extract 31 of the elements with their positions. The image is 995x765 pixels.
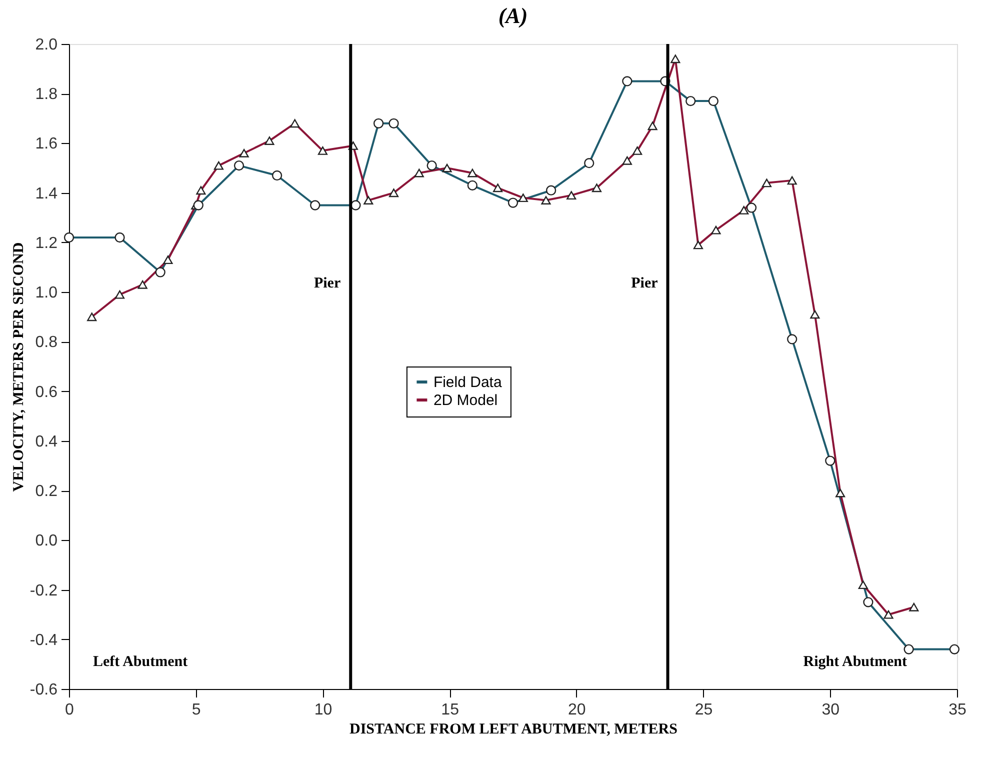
- x-tick-label: 25: [694, 702, 713, 718]
- y-tick-label: 1.2: [35, 234, 58, 252]
- x-tick-label: 15: [441, 702, 460, 718]
- y-tick-label: 2.0: [35, 36, 58, 54]
- y-tick-label: 1.6: [35, 136, 58, 153]
- y-tick-label: 0.2: [35, 483, 58, 500]
- legend-label: Field Data: [433, 374, 502, 391]
- x-axis-title: DISTANCE FROM LEFT ABUTMENT, METERS: [350, 722, 678, 738]
- x-tick-label: 10: [314, 702, 332, 718]
- y-tick-label: 0.4: [35, 433, 58, 450]
- x-tick-label: 35: [948, 702, 966, 718]
- y-tick-label: -0.4: [30, 632, 58, 649]
- x-tick-label: 20: [568, 702, 586, 718]
- ref-line-label: Pier: [631, 276, 658, 292]
- y-tick-label: 0.0: [35, 532, 58, 550]
- x-tick-label: 0: [65, 702, 74, 718]
- legend-label: 2D Model: [433, 392, 498, 409]
- ref-line-label: Pier: [314, 276, 341, 292]
- annotation: Right Abutment: [803, 654, 907, 670]
- y-tick-label: 1.4: [35, 185, 58, 202]
- y-tick-label: 1.8: [35, 86, 58, 104]
- y-tick-label: 1.0: [35, 284, 58, 302]
- annotation: Left Abutment: [93, 654, 188, 670]
- y-tick-label: 0.6: [35, 384, 58, 401]
- y-axis-title: VELOCITY, METERS PER SECOND: [10, 242, 27, 492]
- chart-title: (A): [498, 3, 528, 28]
- x-tick-label: 5: [192, 702, 201, 718]
- y-tick-label: -0.2: [30, 582, 58, 600]
- y-tick-label: -0.6: [30, 682, 58, 698]
- x-tick-label: 30: [822, 702, 840, 718]
- y-tick-label: 0.8: [35, 334, 58, 352]
